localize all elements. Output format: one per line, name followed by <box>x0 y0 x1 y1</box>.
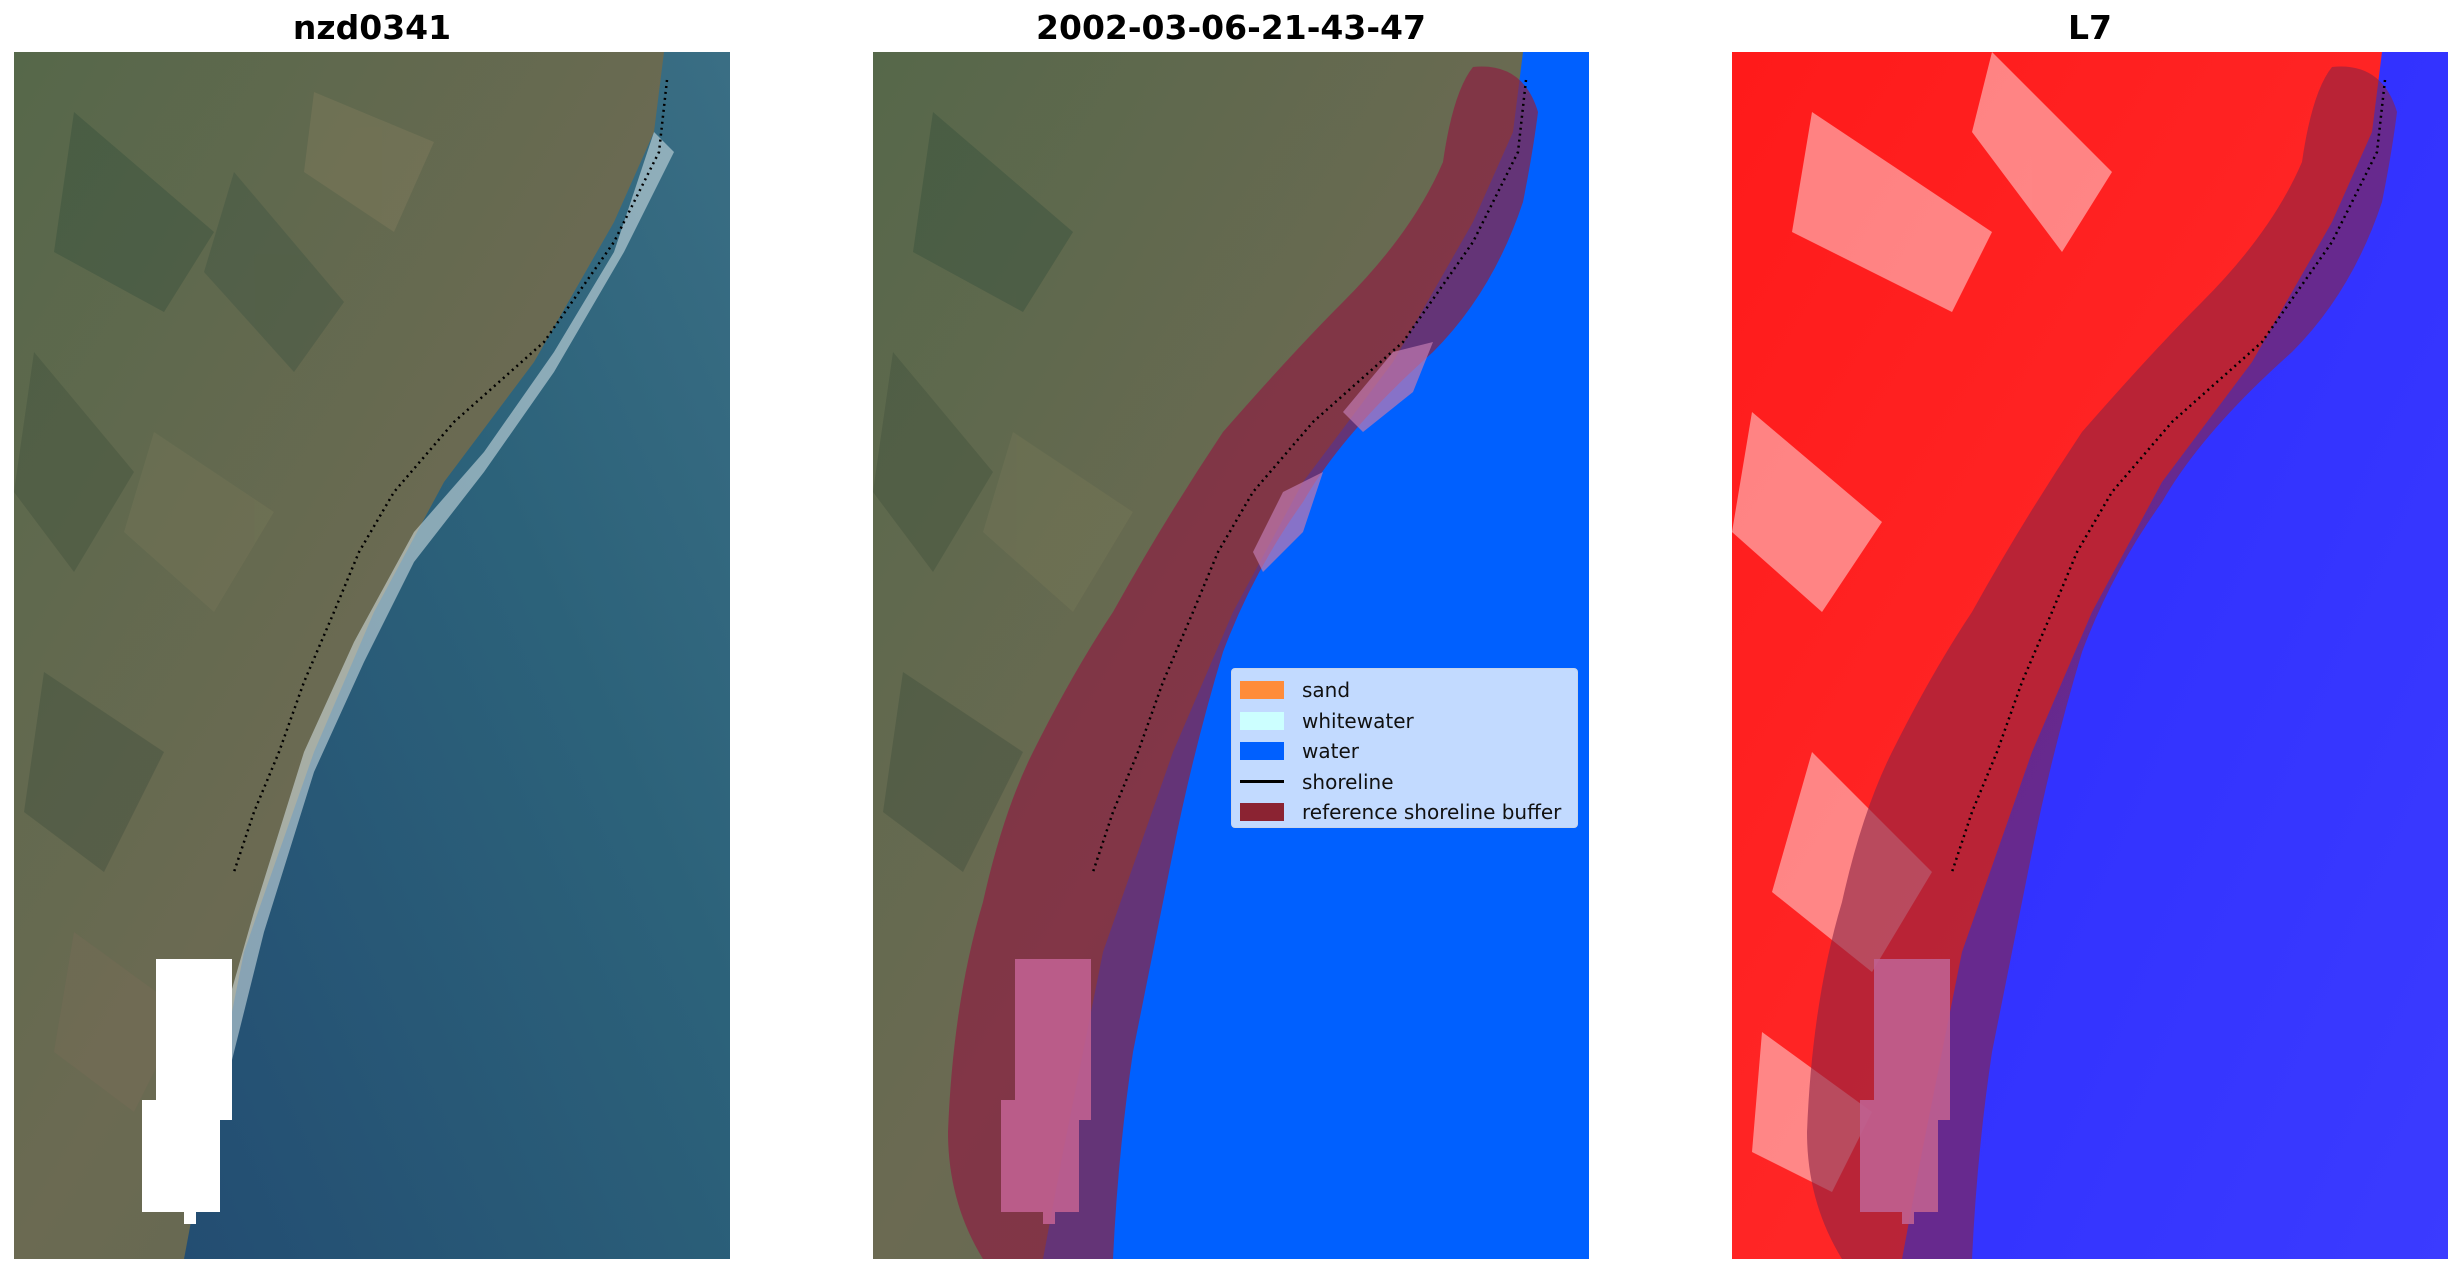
legend-item-water: water <box>1240 736 1569 767</box>
shoreline-line-index <box>1950 79 2387 873</box>
sand-swatch <box>1240 681 1284 700</box>
rgb-image-panel <box>14 52 730 1259</box>
legend-label: shoreline <box>1302 769 1394 794</box>
rgb-satellite-image <box>14 52 730 1259</box>
legend-item-whitewater: whitewater <box>1240 706 1569 737</box>
reference-shoreline-buffer-index <box>1807 66 2397 1259</box>
cloud-mask-overlay-index <box>1860 959 1950 1224</box>
legend-label: water <box>1302 739 1359 764</box>
cloud-mask <box>142 959 232 1224</box>
water-swatch <box>1240 742 1284 761</box>
classified-image-panel <box>873 52 1589 1259</box>
legend-label: sand <box>1302 678 1351 703</box>
panel-title-classified: 2002-03-06-21-43-47 <box>1036 8 1426 47</box>
legend-label: whitewater <box>1302 708 1414 733</box>
buffer-swatch <box>1240 803 1284 822</box>
sea-area <box>184 52 730 1259</box>
legend-label: reference shoreline buffer <box>1302 800 1562 825</box>
legend-item-buffer: reference shoreline buffer <box>1240 797 1569 828</box>
index-image-panel <box>1732 52 2448 1259</box>
cloud-mask-overlay <box>1001 959 1091 1224</box>
legend-item-sand: sand <box>1240 675 1569 706</box>
panel-title-index: L7 <box>2068 8 2112 47</box>
whitewater-swatch <box>1240 711 1284 730</box>
index-image <box>1732 52 2448 1259</box>
shoreline-line <box>232 79 669 873</box>
terrain-texture <box>14 92 434 1112</box>
shoreline-swatch <box>1240 780 1284 784</box>
panel-title-rgb: nzd0341 <box>292 8 452 47</box>
index-water-area <box>1902 52 2448 1259</box>
legend-item-shoreline: shoreline <box>1240 767 1569 798</box>
water-class-area <box>1043 52 1589 1259</box>
classified-image <box>873 52 1589 1259</box>
surf-zone <box>194 132 674 1172</box>
legend: sand whitewater water shoreline referenc… <box>1231 668 1578 828</box>
